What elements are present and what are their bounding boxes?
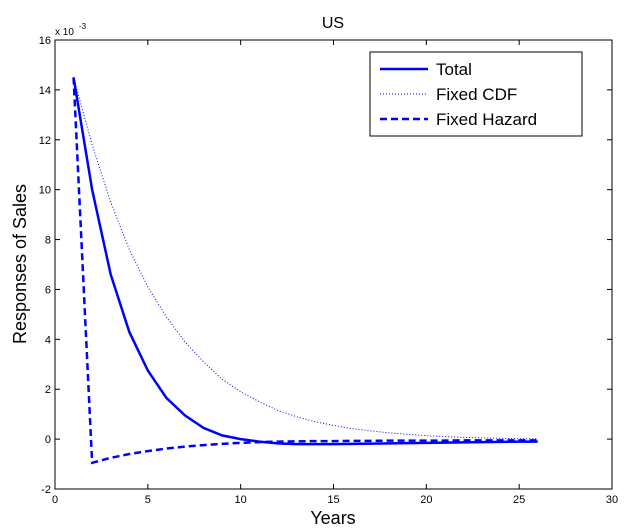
x-tick-label: 0 bbox=[52, 494, 58, 506]
legend-box bbox=[369, 51, 583, 137]
chart-title: US bbox=[322, 15, 344, 32]
y-axis-label: Responses of Sales bbox=[10, 184, 30, 344]
series-line bbox=[73, 77, 538, 440]
legend-label: Fixed Hazard bbox=[436, 110, 537, 129]
y-tick-label: 8 bbox=[45, 235, 51, 247]
y-tick-label: 12 bbox=[39, 135, 51, 147]
y-tick-label: 2 bbox=[45, 384, 51, 396]
x-tick-label: 30 bbox=[606, 494, 618, 506]
y-tick-label: -2 bbox=[41, 484, 51, 496]
y-multiplier: x 10 bbox=[55, 27, 74, 38]
legend-label: Total bbox=[436, 60, 472, 79]
y-tick-label: 14 bbox=[39, 85, 51, 97]
y-tick-label: 4 bbox=[45, 334, 51, 346]
x-tick-label: 5 bbox=[145, 494, 151, 506]
x-tick-label: 25 bbox=[513, 494, 525, 506]
x-tick-label: 10 bbox=[235, 494, 247, 506]
legend-label: Fixed CDF bbox=[436, 85, 517, 104]
series-line bbox=[72, 77, 538, 465]
y-tick-label: 16 bbox=[39, 35, 51, 47]
x-tick-label: 20 bbox=[420, 494, 432, 506]
x-axis-label: Years bbox=[310, 508, 355, 528]
series-line bbox=[72, 77, 538, 446]
y-tick-label: 10 bbox=[39, 185, 51, 197]
y-tick-label: 6 bbox=[45, 284, 51, 296]
y-tick-label: 0 bbox=[45, 434, 51, 446]
x-tick-label: 15 bbox=[327, 494, 339, 506]
y-multiplier-exponent: -3 bbox=[79, 22, 87, 31]
